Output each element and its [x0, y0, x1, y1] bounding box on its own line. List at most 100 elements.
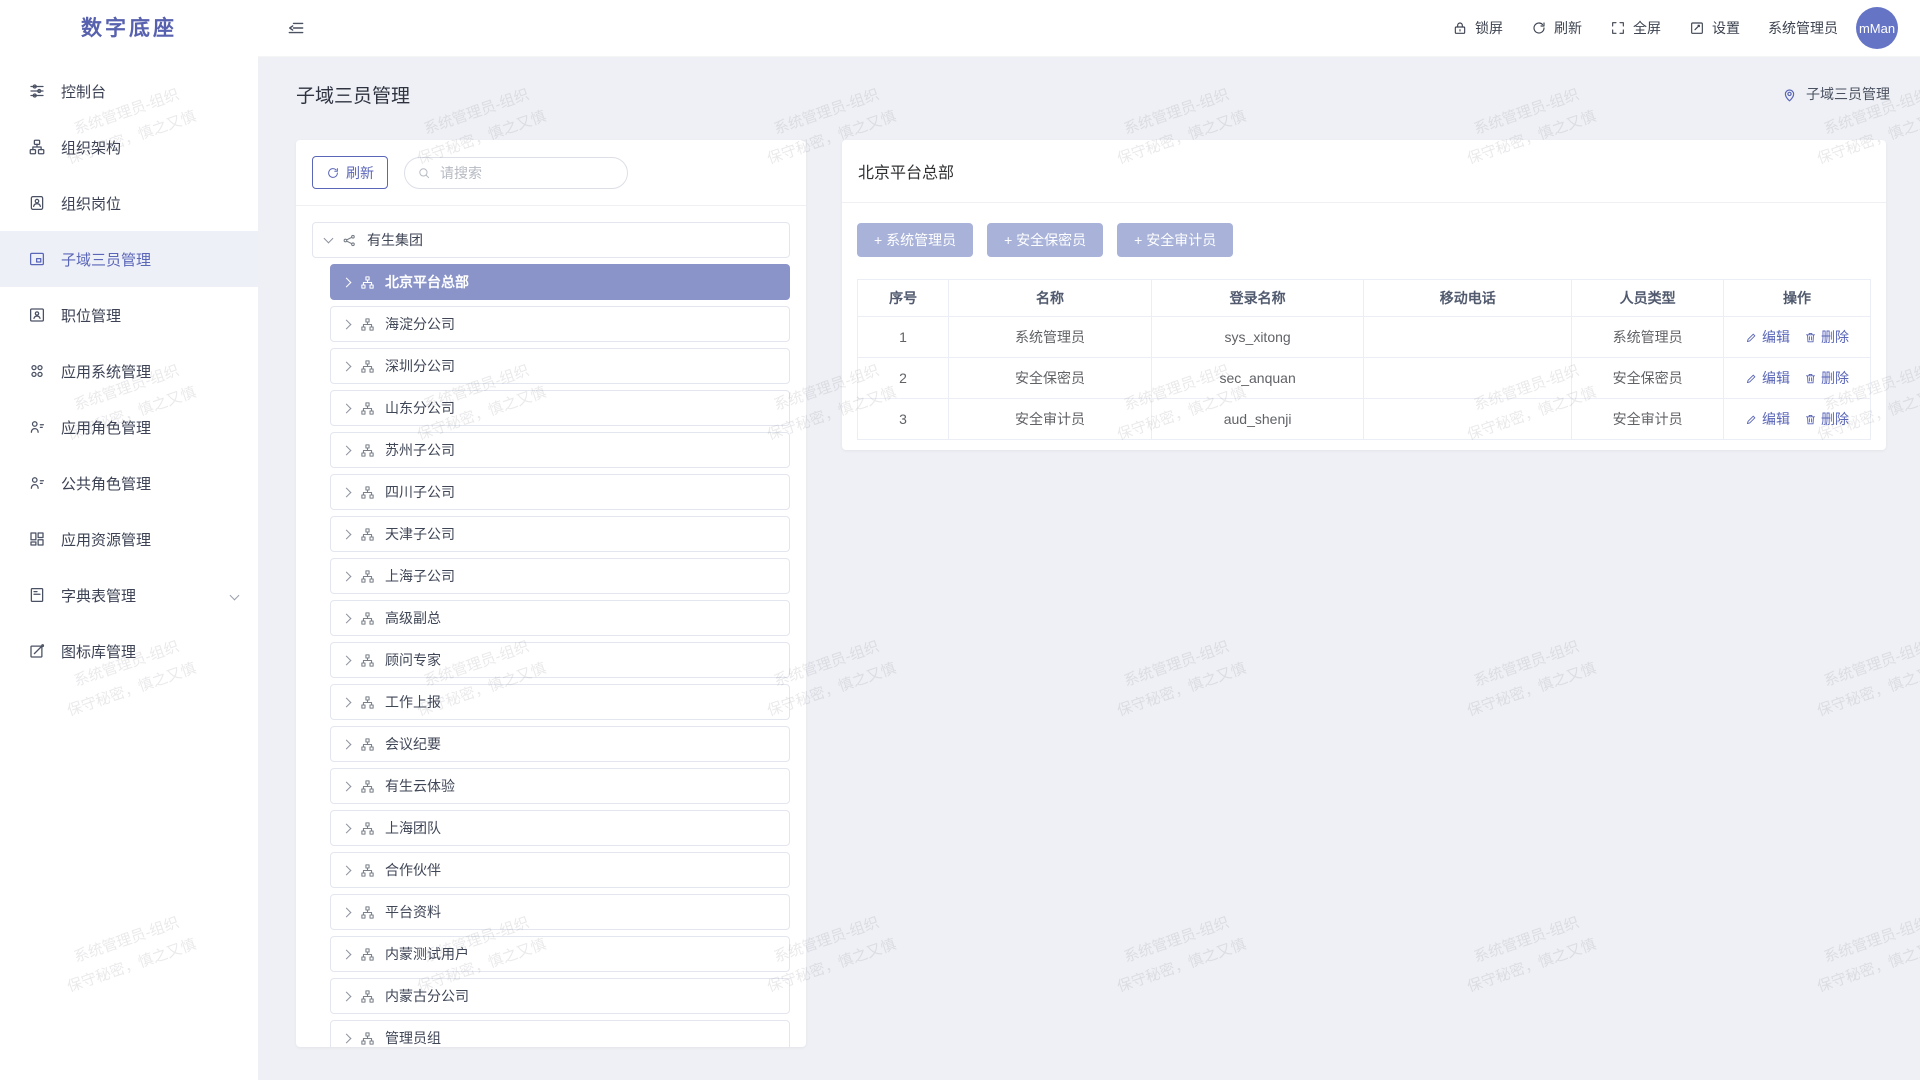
tree-node-label: 海淀分公司	[385, 316, 455, 332]
cell-login: aud_shenji	[1150, 398, 1365, 440]
chevron-right-icon	[341, 697, 352, 707]
tree-node[interactable]: 工作上报	[330, 684, 790, 720]
sidebar-item-icon	[28, 642, 46, 660]
sidebar-item[interactable]: 应用角色管理	[0, 399, 258, 455]
tree-node[interactable]: 天津子公司	[330, 516, 790, 552]
tree-node[interactable]: 山东分公司	[330, 390, 790, 426]
edit-pencil-icon	[1745, 413, 1758, 426]
header-action-label: 锁屏	[1475, 20, 1503, 36]
table-row: 3 安全审计员 aud_shenji 安全审计员 编辑	[856, 398, 1871, 440]
sidebar-item-label: 公共角色管理	[61, 475, 152, 493]
sidebar-item[interactable]: 控制台	[0, 63, 258, 119]
department-icon	[360, 485, 375, 500]
edit-button[interactable]: 编辑	[1745, 368, 1790, 388]
current-user-name[interactable]: 系统管理员	[1768, 20, 1838, 36]
page-title: 子域三员管理	[296, 85, 411, 107]
sidebar-item-icon	[28, 250, 46, 268]
department-icon	[360, 569, 375, 584]
header-action[interactable]: 刷新	[1531, 18, 1582, 38]
sidebar-item-label: 字典表管理	[61, 587, 137, 605]
tree-node[interactable]: 内蒙古分公司	[330, 978, 790, 1014]
tree-toolbar: 刷新	[296, 140, 806, 206]
sidebar-item-icon	[28, 586, 46, 604]
chevron-right-icon	[341, 613, 352, 623]
chevron-right-icon	[341, 571, 352, 581]
edit-pencil-icon	[1745, 331, 1758, 344]
delete-label: 删除	[1821, 370, 1850, 386]
add-buttons: + 系统管理员 + 安全保密员 + 安全审计员	[857, 223, 1871, 257]
sidebar-item[interactable]: 组织架构	[0, 119, 258, 175]
sidebar: 数字底座 控制台 组织架构 组织岗位 子域三员管理	[0, 0, 258, 1080]
tree-node[interactable]: 高级副总	[330, 600, 790, 636]
tree-node[interactable]: 平台资料	[330, 894, 790, 930]
chevron-right-icon	[341, 823, 352, 833]
avatar[interactable]: mMan	[1856, 7, 1898, 49]
table-row: 1 系统管理员 sys_xitong 系统管理员 编辑	[856, 316, 1871, 358]
cell-login: sec_anquan	[1150, 357, 1365, 399]
tree-node-label: 高级副总	[385, 610, 441, 626]
tree-node[interactable]: 北京平台总部	[330, 264, 790, 300]
sidebar-item-label: 组织架构	[61, 139, 122, 157]
department-icon	[360, 443, 375, 458]
app-logo: 数字底座	[81, 17, 177, 40]
add-member-button[interactable]: + 系统管理员	[857, 223, 974, 257]
sidebar-item[interactable]: 图标库管理	[0, 623, 258, 679]
delete-label: 删除	[1821, 411, 1850, 427]
cell-type: 安全保密员	[1571, 357, 1725, 399]
add-member-button[interactable]: + 安全保密员	[987, 223, 1104, 257]
chevron-right-icon	[341, 529, 352, 539]
menu-fold-icon[interactable]	[286, 18, 306, 38]
cell-name: 安全保密员	[948, 357, 1152, 399]
chevron-right-icon	[341, 487, 352, 497]
tree-node[interactable]: 顾问专家	[330, 642, 790, 678]
sidebar-item[interactable]: 职位管理	[0, 287, 258, 343]
add-member-button[interactable]: + 安全审计员	[1117, 223, 1234, 257]
tree-root-node[interactable]: 有生集团	[312, 222, 790, 258]
org-tree: 有生集团 北京平台总部 海淀分公司	[296, 206, 806, 1047]
cell-login: sys_xitong	[1150, 316, 1365, 358]
tree-node-label: 平台资料	[385, 904, 441, 920]
tree-node[interactable]: 有生云体验	[330, 768, 790, 804]
chevron-right-icon	[341, 991, 352, 1001]
cell-index: 2	[856, 357, 950, 399]
header-action[interactable]: 锁屏	[1452, 18, 1503, 38]
tree-node-label: 顾问专家	[385, 652, 441, 668]
tree-node-label: 内蒙古分公司	[385, 988, 469, 1004]
tree-node[interactable]: 合作伙伴	[330, 852, 790, 888]
tree-node[interactable]: 管理员组	[330, 1020, 790, 1047]
tree-node[interactable]: 内蒙测试用户	[330, 936, 790, 972]
tree-node[interactable]: 会议纪要	[330, 726, 790, 762]
sidebar-item-icon	[28, 418, 46, 436]
tree-node[interactable]: 苏州子公司	[330, 432, 790, 468]
refresh-button[interactable]: 刷新	[312, 156, 388, 189]
chevron-right-icon	[341, 403, 352, 413]
edit-label: 编辑	[1762, 370, 1791, 386]
tree-node-label: 北京平台总部	[385, 274, 469, 290]
trash-icon	[1804, 331, 1817, 344]
sidebar-item[interactable]: 字典表管理	[0, 567, 258, 623]
sidebar-item[interactable]: 应用系统管理	[0, 343, 258, 399]
delete-button[interactable]: 删除	[1804, 409, 1849, 429]
tree-node-label: 四川子公司	[385, 484, 455, 500]
tree-node[interactable]: 海淀分公司	[330, 306, 790, 342]
header-action[interactable]: 全屏	[1610, 18, 1661, 38]
department-icon	[360, 275, 375, 290]
edit-button[interactable]: 编辑	[1745, 409, 1790, 429]
delete-button[interactable]: 删除	[1804, 327, 1849, 347]
header-action[interactable]: 设置	[1689, 18, 1740, 38]
tree-node[interactable]: 四川子公司	[330, 474, 790, 510]
sidebar-item-icon	[28, 194, 46, 212]
tree-node[interactable]: 上海团队	[330, 810, 790, 846]
delete-button[interactable]: 删除	[1804, 368, 1849, 388]
sidebar-item[interactable]: 子域三员管理	[0, 231, 258, 287]
edit-button[interactable]: 编辑	[1745, 327, 1790, 347]
sidebar-item[interactable]: 应用资源管理	[0, 511, 258, 567]
tree-children: 北京平台总部 海淀分公司 深圳分公司	[330, 264, 790, 1047]
header-action-icon	[1689, 20, 1705, 36]
cell-index: 3	[856, 398, 950, 440]
tree-node[interactable]: 上海子公司	[330, 558, 790, 594]
sidebar-item[interactable]: 公共角色管理	[0, 455, 258, 511]
sidebar-item[interactable]: 组织岗位	[0, 175, 258, 231]
search-input[interactable]	[438, 163, 623, 182]
tree-node[interactable]: 深圳分公司	[330, 348, 790, 384]
